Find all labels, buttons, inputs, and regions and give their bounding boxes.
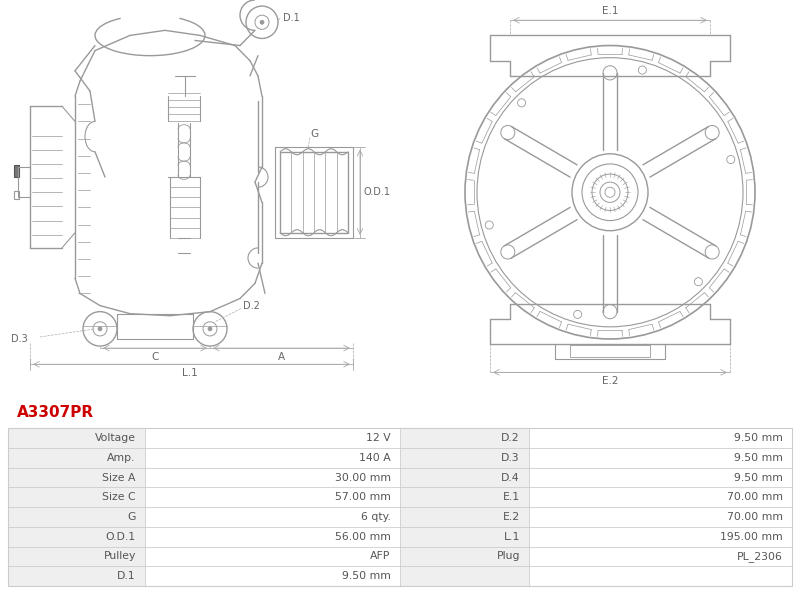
- Text: L.1: L.1: [182, 368, 198, 378]
- Bar: [146, 488, 400, 507]
- Bar: [570, 345, 650, 357]
- Text: 70.00 mm: 70.00 mm: [726, 492, 782, 502]
- Bar: [8, 567, 146, 586]
- Text: E.1: E.1: [503, 492, 520, 502]
- Text: Voltage: Voltage: [94, 433, 136, 443]
- Text: G: G: [310, 128, 318, 138]
- Bar: [8, 488, 146, 507]
- Text: O.D.1: O.D.1: [106, 532, 136, 542]
- Bar: [400, 507, 530, 527]
- Bar: [8, 428, 792, 586]
- Bar: [8, 547, 146, 567]
- Text: 12 V: 12 V: [366, 433, 390, 443]
- Text: Size A: Size A: [102, 472, 136, 482]
- Bar: [275, 147, 353, 238]
- Bar: [400, 488, 530, 507]
- Text: D.3: D.3: [502, 453, 520, 463]
- Text: A: A: [278, 352, 285, 362]
- Bar: [146, 428, 400, 448]
- Bar: [14, 165, 19, 177]
- Text: D.2: D.2: [502, 433, 520, 443]
- Bar: [8, 428, 146, 448]
- Text: E.1: E.1: [602, 6, 618, 16]
- Bar: [400, 527, 530, 547]
- Bar: [530, 468, 792, 488]
- Text: 30.00 mm: 30.00 mm: [334, 472, 390, 482]
- Text: D.1: D.1: [283, 13, 300, 23]
- Bar: [280, 152, 348, 233]
- Bar: [530, 428, 792, 448]
- Bar: [14, 191, 19, 199]
- Text: 57.00 mm: 57.00 mm: [334, 492, 390, 502]
- Text: G: G: [127, 512, 136, 522]
- Text: Plug: Plug: [497, 551, 520, 561]
- Text: 140 A: 140 A: [359, 453, 390, 463]
- Text: E.2: E.2: [602, 376, 618, 386]
- Bar: [146, 468, 400, 488]
- Text: C: C: [151, 352, 158, 362]
- Text: 9.50 mm: 9.50 mm: [734, 433, 782, 443]
- Bar: [146, 507, 400, 527]
- Bar: [530, 448, 792, 468]
- Bar: [400, 468, 530, 488]
- Bar: [400, 547, 530, 567]
- Text: 9.50 mm: 9.50 mm: [342, 571, 390, 581]
- Circle shape: [260, 20, 264, 24]
- Text: PL_2306: PL_2306: [737, 551, 782, 562]
- Text: L.1: L.1: [503, 532, 520, 542]
- Bar: [8, 527, 146, 547]
- Circle shape: [98, 327, 102, 331]
- Bar: [146, 567, 400, 586]
- Text: D.4: D.4: [502, 472, 520, 482]
- Text: Amp.: Amp.: [107, 453, 136, 463]
- Bar: [530, 547, 792, 567]
- Bar: [530, 527, 792, 547]
- Bar: [146, 448, 400, 468]
- Text: Size C: Size C: [102, 492, 136, 502]
- Text: Pulley: Pulley: [103, 551, 136, 561]
- Bar: [8, 507, 146, 527]
- Bar: [146, 547, 400, 567]
- Text: E.2: E.2: [503, 512, 520, 522]
- Text: 56.00 mm: 56.00 mm: [334, 532, 390, 542]
- Text: 9.50 mm: 9.50 mm: [734, 472, 782, 482]
- Text: 6 qty.: 6 qty.: [361, 512, 390, 522]
- Bar: [8, 448, 146, 468]
- Text: 9.50 mm: 9.50 mm: [734, 453, 782, 463]
- Text: 195.00 mm: 195.00 mm: [720, 532, 782, 542]
- Bar: [530, 488, 792, 507]
- Text: O.D.1: O.D.1: [364, 187, 391, 197]
- Text: 70.00 mm: 70.00 mm: [726, 512, 782, 522]
- Circle shape: [208, 327, 212, 331]
- Bar: [400, 567, 530, 586]
- Text: D.3: D.3: [11, 334, 28, 344]
- Text: A3307PR: A3307PR: [18, 405, 94, 420]
- Text: D.1: D.1: [117, 571, 136, 581]
- Bar: [400, 428, 530, 448]
- Text: D.2: D.2: [243, 300, 260, 310]
- Bar: [400, 448, 530, 468]
- Bar: [146, 527, 400, 547]
- Bar: [8, 468, 146, 488]
- Bar: [530, 567, 792, 586]
- Text: AFP: AFP: [370, 551, 390, 561]
- Bar: [530, 507, 792, 527]
